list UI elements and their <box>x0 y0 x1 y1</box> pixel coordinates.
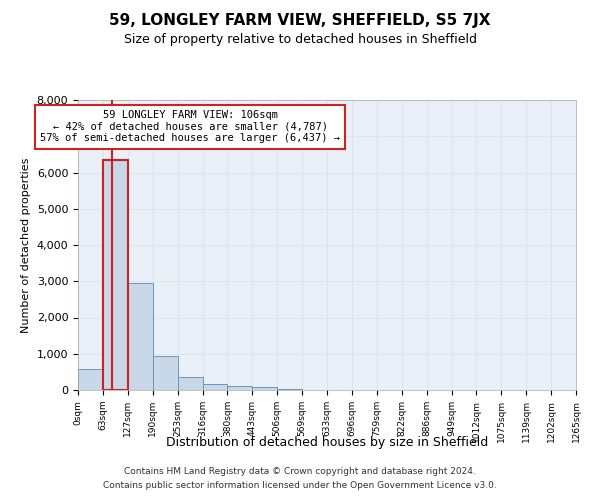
Bar <box>203 384 227 390</box>
Bar <box>152 356 178 390</box>
Text: Distribution of detached houses by size in Sheffield: Distribution of detached houses by size … <box>166 436 488 449</box>
Bar <box>103 160 128 390</box>
Bar <box>277 389 302 390</box>
Bar <box>103 160 128 390</box>
Text: 59, LONGLEY FARM VIEW, SHEFFIELD, S5 7JX: 59, LONGLEY FARM VIEW, SHEFFIELD, S5 7JX <box>109 12 491 28</box>
Bar <box>227 386 253 390</box>
Bar <box>128 283 153 390</box>
Bar <box>78 369 103 390</box>
Text: Contains public sector information licensed under the Open Government Licence v3: Contains public sector information licen… <box>103 481 497 490</box>
Text: Size of property relative to detached houses in Sheffield: Size of property relative to detached ho… <box>124 32 476 46</box>
Text: 59 LONGLEY FARM VIEW: 106sqm
← 42% of detached houses are smaller (4,787)
57% of: 59 LONGLEY FARM VIEW: 106sqm ← 42% of de… <box>40 110 340 144</box>
Bar <box>253 388 277 390</box>
Bar <box>178 376 203 390</box>
Y-axis label: Number of detached properties: Number of detached properties <box>21 158 31 332</box>
Text: Contains HM Land Registry data © Crown copyright and database right 2024.: Contains HM Land Registry data © Crown c… <box>124 467 476 476</box>
